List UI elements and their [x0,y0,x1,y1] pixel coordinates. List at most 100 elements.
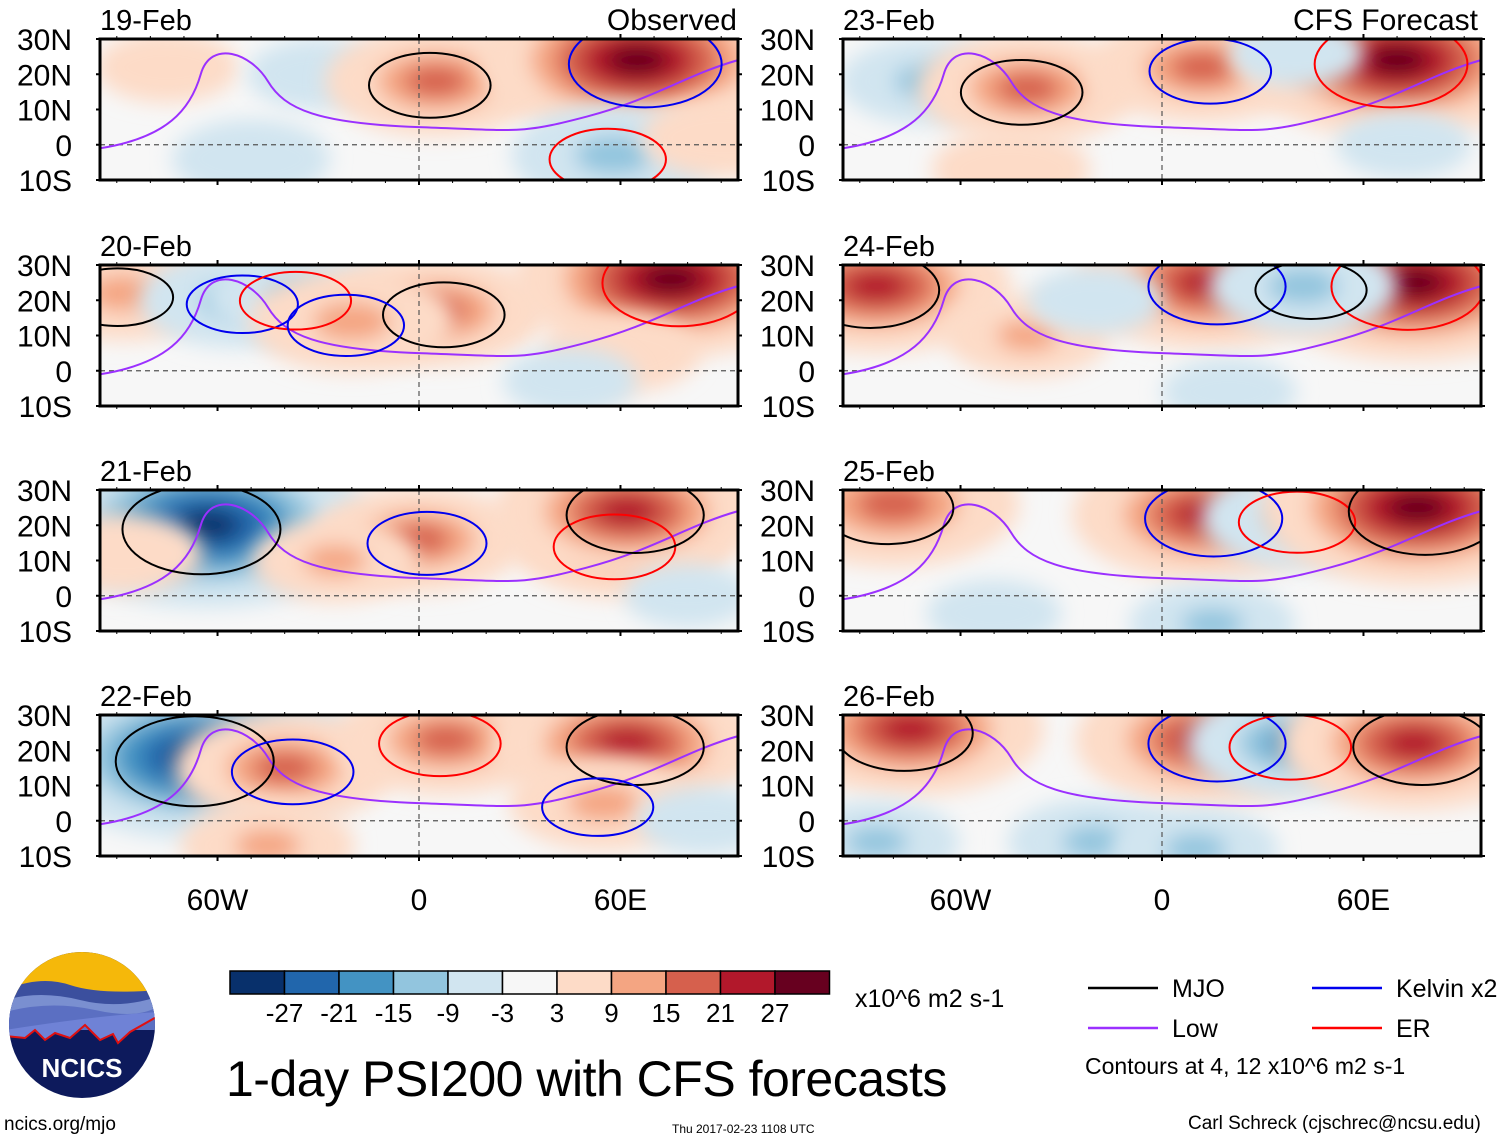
anomaly-contour-fill [128,47,207,87]
colorbar-tick-label: 21 [706,998,735,1028]
source-url[interactable]: ncics.org/mjo [4,1114,116,1135]
anomaly-contour-fill [996,72,1060,105]
wave-contour [1148,39,1273,105]
colorbar-tick-label: -21 [320,998,358,1028]
anomaly-contour-fill [1267,268,1339,304]
wave-contour [1147,715,1287,783]
colorbar-swatch [774,970,831,995]
x-axis-tick-labels: 60W 0 60E 60W 0 60E [187,884,1390,917]
wave-contour [548,127,667,180]
timestamp: Thu 2017-02-23 1108 UTC [672,1122,815,1136]
anomaly-contour-fill [533,362,607,400]
figure-title: 1-day PSI200 with CFS forecasts [226,1051,947,1107]
anomaly-feature [1112,807,1279,856]
wave-contour [121,490,282,576]
anomaly-contour-fill [1386,492,1448,523]
anomaly-feature [1208,265,1398,334]
colorbar-tick-label: 27 [761,998,790,1028]
anomaly-contour-fill [957,594,1031,631]
anomaly-field [100,490,738,628]
anomaly-feature [1129,582,1296,631]
colorbar-tick-label: -15 [375,998,413,1028]
wave-contour [381,281,506,349]
low-frequency-contour [843,278,1481,376]
anomaly-feature [171,119,331,180]
colorbar-swatch [665,970,722,995]
y-tick-label: 10S [19,165,72,198]
y-tick-label: 10S [762,841,815,874]
anomaly-feature [493,490,738,579]
anomaly-feature [843,800,960,856]
wave-contour [843,715,974,772]
colorbar-swatch [392,970,449,995]
anomaly-contour-fill [313,302,391,341]
anomaly-contour-fill [996,319,1059,352]
anomaly-feature [843,490,1020,568]
wave-contour [286,293,406,357]
anomaly-contour-fill [857,490,930,523]
wave-contour [238,270,353,331]
low-frequency-contour [843,728,1481,826]
anomaly-contour-fill [967,147,1055,180]
y-tick-label: 10N [17,771,72,804]
anomaly-contour-fill [1192,373,1266,406]
ncics-logo: NCICS [9,952,155,1098]
column-headers: Observed CFS Forecast [607,4,1479,37]
y-tick-label: 20N [760,285,815,318]
colorbar-tick-label: -3 [491,998,514,1028]
anomaly-feature [480,39,738,139]
wave-contour [378,715,502,778]
wave-contour [1313,39,1469,109]
legend: MJO Kelvin x2 Low ER [1088,975,1497,1043]
y-tick-label: 20N [760,510,815,543]
low-frequency-contour [843,52,1481,150]
panel-grid: 19-Feb30N20N10N010S20-Feb30N20N10N010S21… [17,5,1485,874]
anomaly-feature [180,801,355,856]
y-tick-label: 20N [17,735,72,768]
y-tick-label: 10N [17,95,72,128]
column-header-observed: Observed [607,4,737,37]
y-tick-label: 10N [17,321,72,354]
legend-item: ER [1312,1015,1431,1043]
panel-date-label: 22-Feb [100,681,192,713]
anomaly-contour-fill [678,116,738,160]
y-tick-label: 0 [55,130,72,163]
y-tick-label: 10N [17,546,72,579]
wave-contour [366,510,488,576]
x-tick-label: 60E [594,884,647,917]
anomaly-feature [624,563,738,628]
anomaly-contour-fill [596,495,659,527]
legend-item: Low [1088,1015,1219,1043]
wave-contour [1144,490,1284,558]
wave-contour [541,777,655,837]
wave-contour [1352,715,1481,786]
y-tick-label: 10N [760,321,815,354]
anomaly-contour-fill [596,727,659,759]
y-tick-label: 30N [760,475,815,508]
low-frequency-contour [843,503,1481,601]
x-tick-label: 60E [1337,884,1390,917]
panel-date-label: 26-Feb [843,681,935,713]
y-tick-label: 10S [19,391,72,424]
colorbar-swatch [556,970,613,995]
panel-date-label: 25-Feb [843,456,935,488]
y-tick-label: 30N [17,700,72,733]
anomaly-field [100,715,738,856]
anomaly-contour-fill [1062,825,1128,856]
contour-note: Contours at 4, 12 x10^6 m2 s-1 [1085,1053,1406,1079]
anomaly-contour-fill [1366,44,1428,76]
anomaly-feature [926,579,1062,631]
panel-date-label: 20-Feb [100,231,192,263]
x-tick-label: 0 [411,884,428,917]
colorbar-swatch [447,970,504,995]
anomaly-contour-fill [575,136,653,175]
anomaly-contour-fill [606,44,668,76]
anomaly-feature [251,518,419,603]
colorbar-units: x10^6 m2 s-1 [855,985,1005,1013]
colorbar-tick-label: -27 [266,998,304,1028]
